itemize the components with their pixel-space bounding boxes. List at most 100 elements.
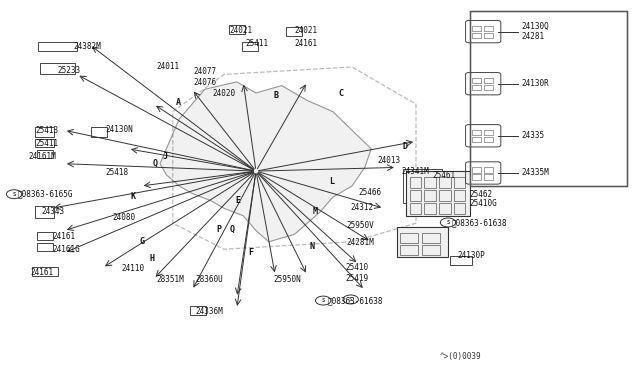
Text: 24130Q
24281: 24130Q 24281 [522,22,549,41]
Bar [424,177,436,188]
Bar [439,203,451,214]
Bar [470,11,627,186]
Bar [484,33,493,38]
Bar [422,245,440,255]
Text: J: J [163,153,168,161]
Bar [424,203,436,214]
Text: 25233: 25233 [58,66,81,75]
Text: 28351M: 28351M [157,275,184,284]
Bar [472,33,481,38]
Text: S: S [349,297,353,302]
Bar [37,232,53,240]
Bar [410,190,421,201]
Text: S: S [321,298,325,303]
Text: 25462: 25462 [469,190,492,199]
Text: 24161G: 24161G [52,245,80,254]
Text: Ⓝ08363-61638: Ⓝ08363-61638 [328,296,383,305]
Text: 24281M: 24281M [347,238,374,247]
Text: 25410G: 25410G [469,199,497,208]
Bar [472,167,481,173]
Bar [422,232,440,243]
Text: 25950V: 25950V [347,221,374,230]
Bar [397,227,448,257]
Text: 24161: 24161 [294,39,317,48]
Text: D: D [403,142,408,151]
Text: H: H [150,254,155,263]
Bar [400,232,418,243]
Text: 24161M: 24161M [29,153,56,161]
Text: 25466: 25466 [358,188,381,197]
Bar [37,243,53,251]
Text: 25461: 25461 [432,171,455,180]
Text: ^>(0)0039: ^>(0)0039 [440,352,482,361]
Text: 24335M: 24335M [522,169,549,177]
Bar [410,203,421,214]
Text: 24161: 24161 [31,268,54,277]
Text: M: M [312,207,317,216]
Bar [439,190,451,201]
Bar [472,174,481,180]
Bar [484,167,493,173]
Text: 25411: 25411 [35,139,58,148]
Bar [191,306,206,315]
Bar [406,171,470,216]
Bar [454,190,465,201]
Text: 24020: 24020 [212,89,236,98]
Text: 25418: 25418 [106,169,129,177]
Text: K: K [131,192,136,201]
Bar [32,267,58,276]
Bar [35,127,54,137]
Text: 24341M: 24341M [402,167,429,176]
Text: L: L [329,177,334,186]
Text: Ⓝ08363-6165G: Ⓝ08363-6165G [18,190,74,199]
Bar [472,130,481,135]
Bar [454,177,465,188]
Bar [472,137,481,142]
Text: 24110: 24110 [122,264,145,273]
Text: 24130P: 24130P [458,251,485,260]
Text: Ⓝ08363-61638: Ⓝ08363-61638 [451,218,507,227]
Bar [38,42,77,51]
Bar [400,245,418,255]
Bar [484,78,493,83]
Text: P: P [216,225,221,234]
Bar [484,137,493,142]
Text: Q: Q [229,225,234,234]
Text: A: A [175,98,180,107]
Text: 25410: 25410 [346,263,369,272]
Text: 24130N: 24130N [106,125,133,134]
Text: S: S [12,192,16,197]
Bar [410,177,421,188]
Bar [472,26,481,31]
Text: 25950N: 25950N [274,275,301,284]
Bar [472,78,481,83]
Bar [35,206,54,218]
Bar [40,63,76,74]
Bar [484,85,493,90]
Text: N: N [310,242,315,251]
Bar [242,42,258,51]
Text: G: G [140,237,145,246]
Bar [484,130,493,135]
Bar [450,256,472,265]
Text: 25411: 25411 [245,39,268,48]
Bar [424,190,436,201]
Text: 24013: 24013 [378,156,401,165]
Text: S: S [446,220,450,225]
Bar [484,174,493,180]
Text: 24080: 24080 [112,213,135,222]
Bar [454,203,465,214]
Text: 24161: 24161 [52,232,76,241]
Text: 24011: 24011 [157,62,180,71]
Bar [484,26,493,31]
Bar [35,139,54,147]
Text: 24343: 24343 [42,207,65,216]
Bar [229,25,245,35]
Text: E: E [236,196,241,205]
Text: 24076: 24076 [193,78,216,87]
Bar [403,169,442,203]
Bar [472,85,481,90]
Text: F: F [248,248,253,257]
Bar [287,27,302,36]
Text: 24130R: 24130R [522,79,549,88]
